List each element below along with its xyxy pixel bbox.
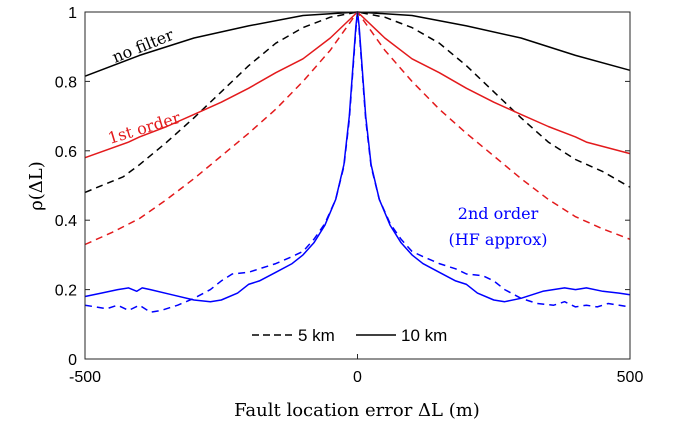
y-tick-label-5: 1 — [68, 5, 77, 22]
y-tick-label-0: 0 — [68, 352, 77, 369]
legend: 5 km 10 km — [252, 326, 447, 345]
x-axis-label: Fault location error ΔL (m) — [234, 400, 480, 421]
y-axis-label: ρ(ΔL) — [26, 161, 47, 211]
annotation-no-filter: no filter — [109, 25, 176, 67]
y-tick-label-1: 0.2 — [55, 283, 77, 300]
y-tick-label-3: 0.6 — [55, 144, 77, 161]
series-line-4 — [84, 11, 631, 303]
x-tick-label-2: 500 — [617, 369, 644, 386]
legend-label-10km: 10 km — [401, 326, 447, 345]
series-line-1 — [84, 11, 631, 194]
y-tick-label-4: 0.8 — [55, 74, 77, 91]
x-tick-label-1: 0 — [353, 369, 362, 386]
annotation-2nd-order-line-1: 2nd order — [458, 204, 539, 223]
legend-label-5km: 5 km — [298, 326, 335, 345]
plot-frame — [84, 11, 631, 360]
annotation-1st-order: 1st order — [106, 108, 183, 148]
series-layer — [84, 11, 631, 313]
y-tick-label-2: 0.4 — [55, 213, 77, 230]
series-line-5 — [84, 11, 631, 313]
annotation-2nd-order-line-2: (HF approx) — [449, 230, 548, 249]
x-tick-label-0: -500 — [69, 369, 101, 386]
